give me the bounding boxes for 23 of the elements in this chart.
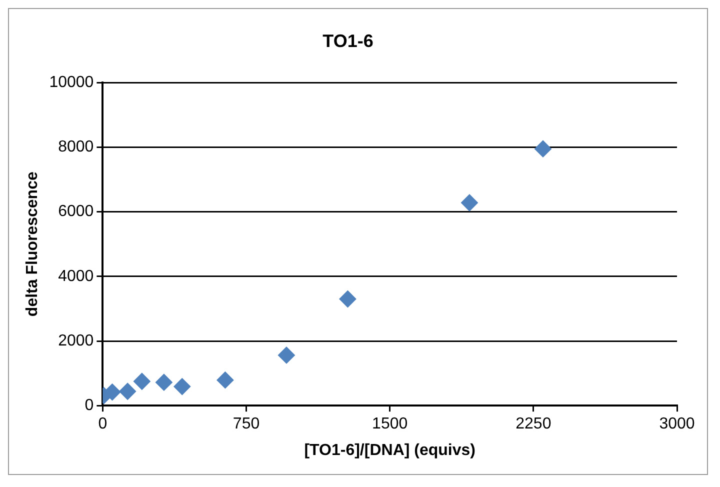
- x-tick-label: 1500: [372, 416, 408, 433]
- point: [119, 382, 136, 400]
- point: [216, 372, 234, 389]
- x-tick-label: 3000: [659, 416, 695, 433]
- y-tick-label: 4000: [58, 268, 94, 285]
- x-axis-title: [TO1-6]/[DNA] (equivs): [304, 442, 476, 459]
- point: [278, 346, 295, 364]
- y-tick-label: 6000: [58, 203, 94, 220]
- y-axis-title: delta Fluorescence: [24, 172, 42, 317]
- point: [174, 378, 191, 396]
- y-tick-label: 8000: [58, 138, 94, 156]
- x-tick-label: 2250: [516, 416, 552, 433]
- y-tick-label: 10000: [49, 74, 94, 92]
- point: [155, 374, 172, 391]
- point: [133, 372, 150, 390]
- y-tick-label: 2000: [58, 332, 94, 350]
- x-tick-label: 750: [232, 416, 260, 433]
- y-tick-label: 0: [84, 397, 94, 414]
- point: [339, 290, 356, 308]
- chart-title: TO1-6: [322, 30, 374, 51]
- x-tick-label: 0: [98, 416, 108, 433]
- point: [534, 140, 552, 158]
- point: [460, 194, 478, 212]
